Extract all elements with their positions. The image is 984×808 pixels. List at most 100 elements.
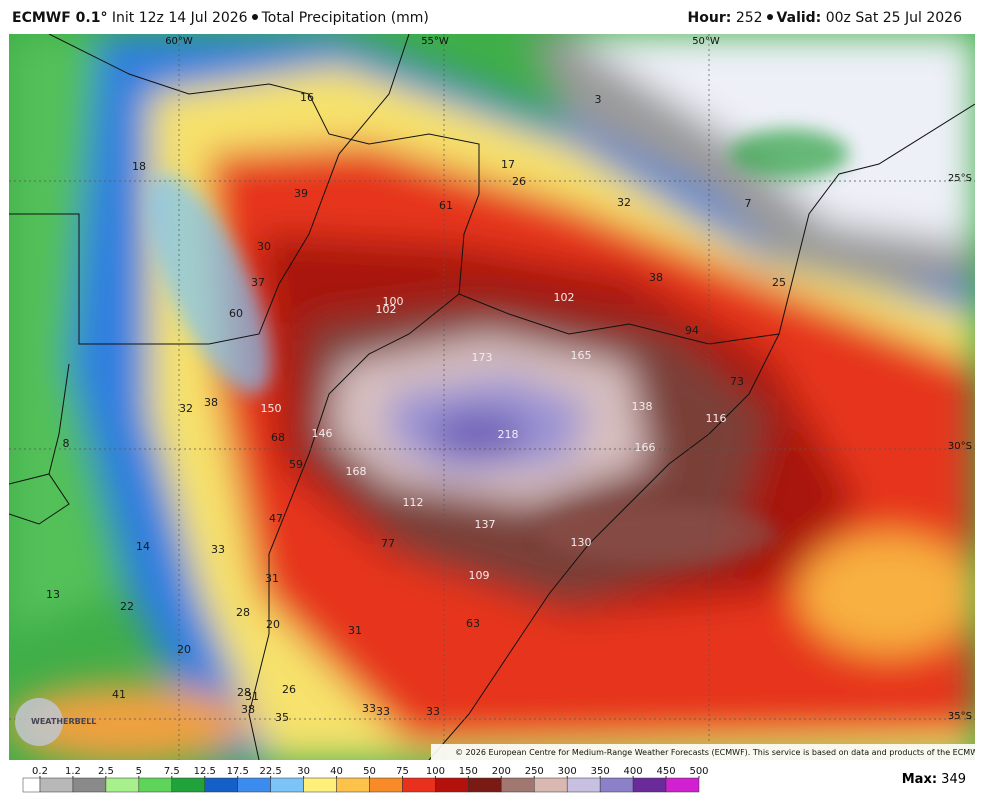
color-swatch xyxy=(632,777,667,793)
value-label: 20 xyxy=(266,618,280,631)
value-label: 47 xyxy=(269,512,283,525)
model: ECMWF 0.1° xyxy=(12,10,108,26)
tick-label: 0.2 xyxy=(32,766,48,777)
value-label: 94 xyxy=(685,324,699,337)
value-label: 173 xyxy=(472,351,493,364)
color-swatch xyxy=(336,777,370,793)
tick-label: 100 xyxy=(426,766,445,777)
color-swatch xyxy=(39,777,74,793)
tick-label: 30 xyxy=(297,766,310,777)
value-label: 28 xyxy=(236,606,250,619)
max-label: Max: xyxy=(901,772,938,787)
hour-label: Hour: xyxy=(687,10,732,26)
valid-info: Hour: 252 Valid: 00z Sat 25 Jul 2026 xyxy=(688,10,962,26)
color-swatch xyxy=(72,777,107,793)
value-label: 31 xyxy=(265,572,279,585)
value-label: 33 xyxy=(362,702,376,715)
value-label: 116 xyxy=(706,412,727,425)
value-label: 17 xyxy=(501,158,515,171)
tick-label: 300 xyxy=(558,766,577,777)
value-label: 109 xyxy=(469,569,490,582)
bullet xyxy=(766,14,773,20)
color-swatch xyxy=(303,777,337,793)
value-label: 73 xyxy=(730,375,744,388)
lon-label: 55°W xyxy=(421,36,449,47)
tick-label: 200 xyxy=(492,766,511,777)
value-label: 31 xyxy=(245,690,259,703)
tick-label: 5 xyxy=(136,766,142,777)
color-swatch xyxy=(566,777,601,793)
tick-label: 7.5 xyxy=(164,766,180,777)
value-label: 77 xyxy=(381,537,395,550)
value-label: 218 xyxy=(498,428,519,441)
value-label: 28 xyxy=(237,686,251,699)
color-swatch xyxy=(665,777,700,793)
copyright: © 2026 European Centre for Medium-Range … xyxy=(455,748,975,757)
value-label: 25 xyxy=(772,276,786,289)
value-label: 38 xyxy=(649,271,663,284)
color-swatch xyxy=(22,777,41,793)
value-label: 3 xyxy=(595,93,602,106)
tick-label: 150 xyxy=(459,766,478,777)
value-label: 7 xyxy=(745,197,752,210)
valid: 00z Sat 25 Jul 2026 xyxy=(825,10,962,26)
value-label: 38 xyxy=(241,703,255,716)
value-label: 146 xyxy=(312,427,333,440)
value-label: 150 xyxy=(261,402,282,415)
max-value: 349 xyxy=(941,772,966,787)
value-label: 39 xyxy=(294,187,308,200)
logo-text: WEATHERBELL xyxy=(31,717,96,726)
value-label: 37 xyxy=(251,276,265,289)
color-swatch xyxy=(237,777,271,793)
value-label: 26 xyxy=(282,683,296,696)
value-label: 59 xyxy=(289,458,303,471)
tick-label: 22.5 xyxy=(260,766,282,777)
colorbar: 0.2 1.2 2.5 5 7.5 12.5 17.5 22.5 30 40 50 75 100 150 2… xyxy=(22,766,709,793)
value-label: 38 xyxy=(204,396,218,409)
color-swatch xyxy=(270,777,304,793)
value-label: 18 xyxy=(132,160,146,173)
value-label: 35 xyxy=(275,711,289,724)
value-label: 14 xyxy=(136,540,150,553)
tick-label: 500 xyxy=(689,766,708,777)
value-label: 33 xyxy=(211,543,225,556)
value-label: 68 xyxy=(271,431,285,444)
value-label: 130 xyxy=(571,536,592,549)
init: Init 12z 14 Jul 2026 xyxy=(111,10,248,26)
value-label: 32 xyxy=(179,402,193,415)
color-swatch xyxy=(171,777,206,793)
color-swatch xyxy=(534,777,568,793)
color-swatch xyxy=(501,777,535,793)
header: ECMWF 0.1° Init 12z 14 Jul 2026 Total Pre… xyxy=(12,10,972,26)
tick-label: 12.5 xyxy=(194,766,216,777)
value-label: 30 xyxy=(257,240,271,253)
valid-label: Valid: xyxy=(776,10,822,26)
value-label: 137 xyxy=(475,518,496,531)
color-swatch xyxy=(105,777,140,793)
tick-label: 75 xyxy=(396,766,409,777)
value-label: 8 xyxy=(63,437,70,450)
map: WEATHERBELL © 2026 European Centre for M… xyxy=(9,34,975,760)
value-label: 63 xyxy=(466,617,480,630)
value-label: 22 xyxy=(120,600,134,613)
color-swatch xyxy=(204,777,238,793)
value-label: 13 xyxy=(46,588,60,601)
value-label: 60 xyxy=(229,307,243,320)
hour: 252 xyxy=(735,10,763,26)
value-label: 102 xyxy=(376,303,397,316)
value-label: 112 xyxy=(403,496,424,509)
tick-label: 2.5 xyxy=(98,766,114,777)
color-swatch xyxy=(402,777,436,793)
value-label: 61 xyxy=(439,199,453,212)
tick-label: 400 xyxy=(624,766,643,777)
logo: WEATHERBELL xyxy=(15,698,96,746)
value-label: 33 xyxy=(426,705,440,718)
value-label: 41 xyxy=(112,688,126,701)
value-label: 166 xyxy=(635,441,656,454)
lon-label: 50°W xyxy=(692,36,720,47)
lat-label: 35°S xyxy=(948,711,972,722)
max-info: Max: 349 xyxy=(902,772,966,787)
precip-field xyxy=(9,34,975,760)
value-label: 20 xyxy=(177,643,191,656)
